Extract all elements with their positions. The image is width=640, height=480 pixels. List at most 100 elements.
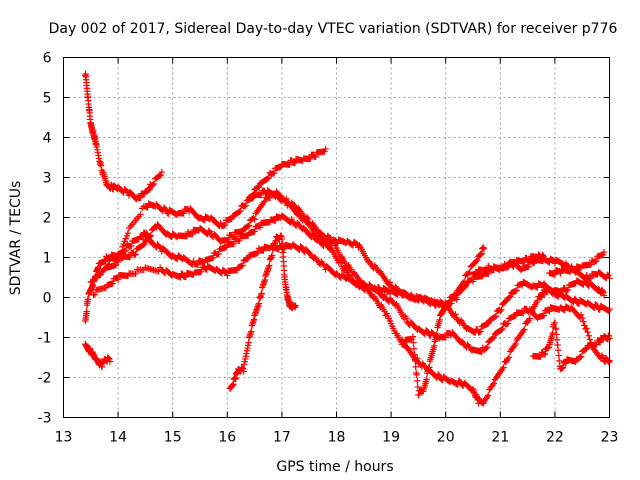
data-point: [156, 172, 163, 180]
data-point: [414, 383, 422, 391]
data-point: [521, 258, 528, 266]
data-point: [256, 224, 264, 231]
data-points: [82, 70, 613, 407]
data-point: [221, 268, 229, 275]
data-point: [442, 334, 449, 341]
data-point: [230, 233, 238, 241]
data-point: [141, 240, 148, 248]
data-point: [483, 393, 491, 401]
data-point: [473, 257, 480, 265]
data-point: [272, 217, 279, 224]
data-point: [580, 318, 587, 325]
data-point: [242, 202, 250, 209]
data-point: [498, 326, 505, 333]
series-track-10: [469, 251, 548, 285]
data-point: [485, 270, 492, 278]
data-point: [480, 245, 488, 253]
data-point: [583, 325, 590, 332]
data-point: [258, 290, 265, 297]
data-point: [326, 234, 334, 242]
x-tick-label: 16: [218, 430, 236, 446]
data-point: [123, 188, 131, 195]
data-point: [498, 306, 505, 314]
y-tick-label: 1: [43, 251, 52, 267]
data-point: [237, 207, 244, 215]
data-point: [312, 153, 319, 161]
x-tick-label: 15: [164, 430, 182, 446]
x-tick-label: 14: [109, 430, 127, 446]
data-point: [177, 274, 184, 281]
data-point: [182, 273, 190, 281]
data-point: [230, 240, 238, 248]
data-point: [352, 240, 360, 247]
data-point: [249, 192, 256, 199]
data-point: [209, 254, 217, 262]
data-point: [140, 241, 147, 249]
data-point: [474, 256, 481, 264]
data-point: [600, 292, 608, 299]
data-point: [189, 231, 196, 238]
series-track-7: [226, 232, 299, 392]
y-tick-label: 4: [43, 131, 52, 147]
data-point: [583, 345, 590, 352]
data-point: [236, 208, 243, 215]
data-point: [180, 210, 187, 217]
data-point: [137, 194, 144, 202]
data-point: [358, 281, 365, 289]
data-point: [540, 312, 548, 319]
data-point: [410, 345, 418, 352]
data-point: [426, 364, 433, 371]
data-point: [584, 328, 591, 336]
data-point: [445, 299, 453, 306]
data-point: [465, 270, 472, 277]
data-point: [288, 215, 295, 223]
data-point: [551, 271, 559, 278]
data-point: [224, 272, 231, 279]
data-point: [482, 344, 490, 352]
data-point: [520, 309, 527, 317]
data-point: [526, 257, 533, 264]
x-tick-label: 18: [328, 430, 346, 446]
data-point: [206, 228, 214, 235]
data-point: [579, 314, 586, 322]
x-tick-label: 17: [273, 430, 291, 446]
data-point: [605, 272, 612, 279]
data-point: [83, 308, 90, 315]
data-point: [577, 353, 585, 360]
y-tick-label: 5: [43, 91, 52, 107]
chart-title: Day 002 of 2017, Sidereal Day-to-day VTE…: [49, 21, 618, 37]
data-point: [91, 291, 99, 298]
data-point: [156, 243, 163, 251]
data-point: [298, 244, 305, 251]
data-point: [414, 377, 421, 385]
y-tick-label: -2: [38, 371, 52, 387]
data-point: [452, 291, 459, 299]
data-point: [557, 270, 564, 277]
data-point: [461, 278, 468, 285]
x-tick-label: 23: [601, 430, 619, 446]
data-point: [106, 358, 114, 365]
data-point: [409, 333, 417, 340]
data-point: [194, 261, 202, 269]
data-point: [598, 352, 606, 359]
data-point: [477, 328, 484, 335]
data-point: [534, 284, 541, 291]
series-track-8: [245, 145, 329, 201]
data-point: [275, 246, 282, 253]
series-track-2: [82, 340, 114, 371]
data-point: [255, 183, 263, 190]
data-point: [337, 259, 345, 266]
data-point: [505, 263, 513, 270]
data-point: [128, 242, 135, 250]
y-axis-label: SDTVAR / TECUs: [8, 181, 24, 296]
data-point: [586, 336, 594, 343]
y-tick-labels: -3 -2 -1 0 1 2 3 4 5 6: [38, 51, 52, 427]
data-point: [452, 311, 459, 318]
x-tick-label: 13: [55, 430, 73, 446]
data-point: [489, 335, 496, 342]
data-point: [280, 245, 288, 253]
y-tick-label: 0: [43, 291, 52, 307]
data-point: [466, 269, 473, 276]
data-point: [240, 368, 247, 375]
data-point: [483, 344, 491, 351]
